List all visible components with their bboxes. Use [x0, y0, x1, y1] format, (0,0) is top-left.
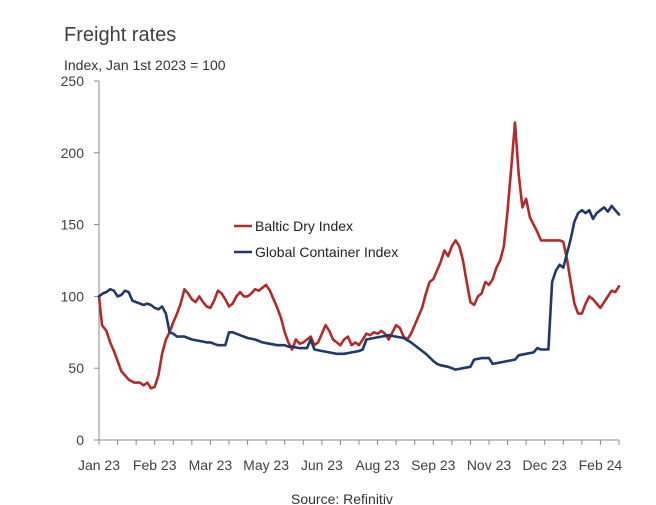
- x-axis: Jan 23 Feb 23 Mar 23 May 23 Jun 23 Aug 23 Sep …: [78, 439, 623, 473]
- x-tick-label: Feb 23: [133, 457, 177, 473]
- chart-title: Freight rates: [64, 24, 176, 46]
- x-tick-label: Nov 23: [467, 457, 512, 473]
- y-axis: 0 50 100 150 200 250: [61, 73, 100, 448]
- legend-label-baltic-dry-index: Baltic Dry Index: [255, 218, 353, 234]
- x-tick-label: May 23: [243, 457, 289, 473]
- y-tick-label: 100: [61, 288, 85, 304]
- y-tick-label: 0: [76, 432, 84, 448]
- x-tick-label: Mar 23: [189, 457, 233, 473]
- x-tick-label: Sep 23: [411, 457, 456, 473]
- series-group: [97, 121, 621, 390]
- legend-label-global-container-index: Global Container Index: [255, 244, 398, 260]
- legend: Baltic Dry Index Global Container Index: [234, 218, 398, 260]
- x-tick-label: Feb 24: [579, 457, 623, 473]
- x-tick-label: Jun 23: [301, 457, 343, 473]
- x-tick-label: Jan 23: [78, 457, 120, 473]
- x-tick-label: Dec 23: [523, 457, 568, 473]
- series-line-global-container-index: [97, 204, 621, 371]
- series-line-baltic-dry-index: [97, 121, 621, 390]
- source-note: Source: Refinitiv: [291, 491, 393, 505]
- y-tick-label: 150: [61, 217, 85, 233]
- y-tick-label: 200: [61, 145, 85, 161]
- y-tick-label: 50: [68, 360, 84, 376]
- x-tick-label: Aug 23: [355, 457, 400, 473]
- y-tick-label: 250: [61, 73, 85, 89]
- chart-subtitle: Index, Jan 1st 2023 = 100: [64, 57, 226, 73]
